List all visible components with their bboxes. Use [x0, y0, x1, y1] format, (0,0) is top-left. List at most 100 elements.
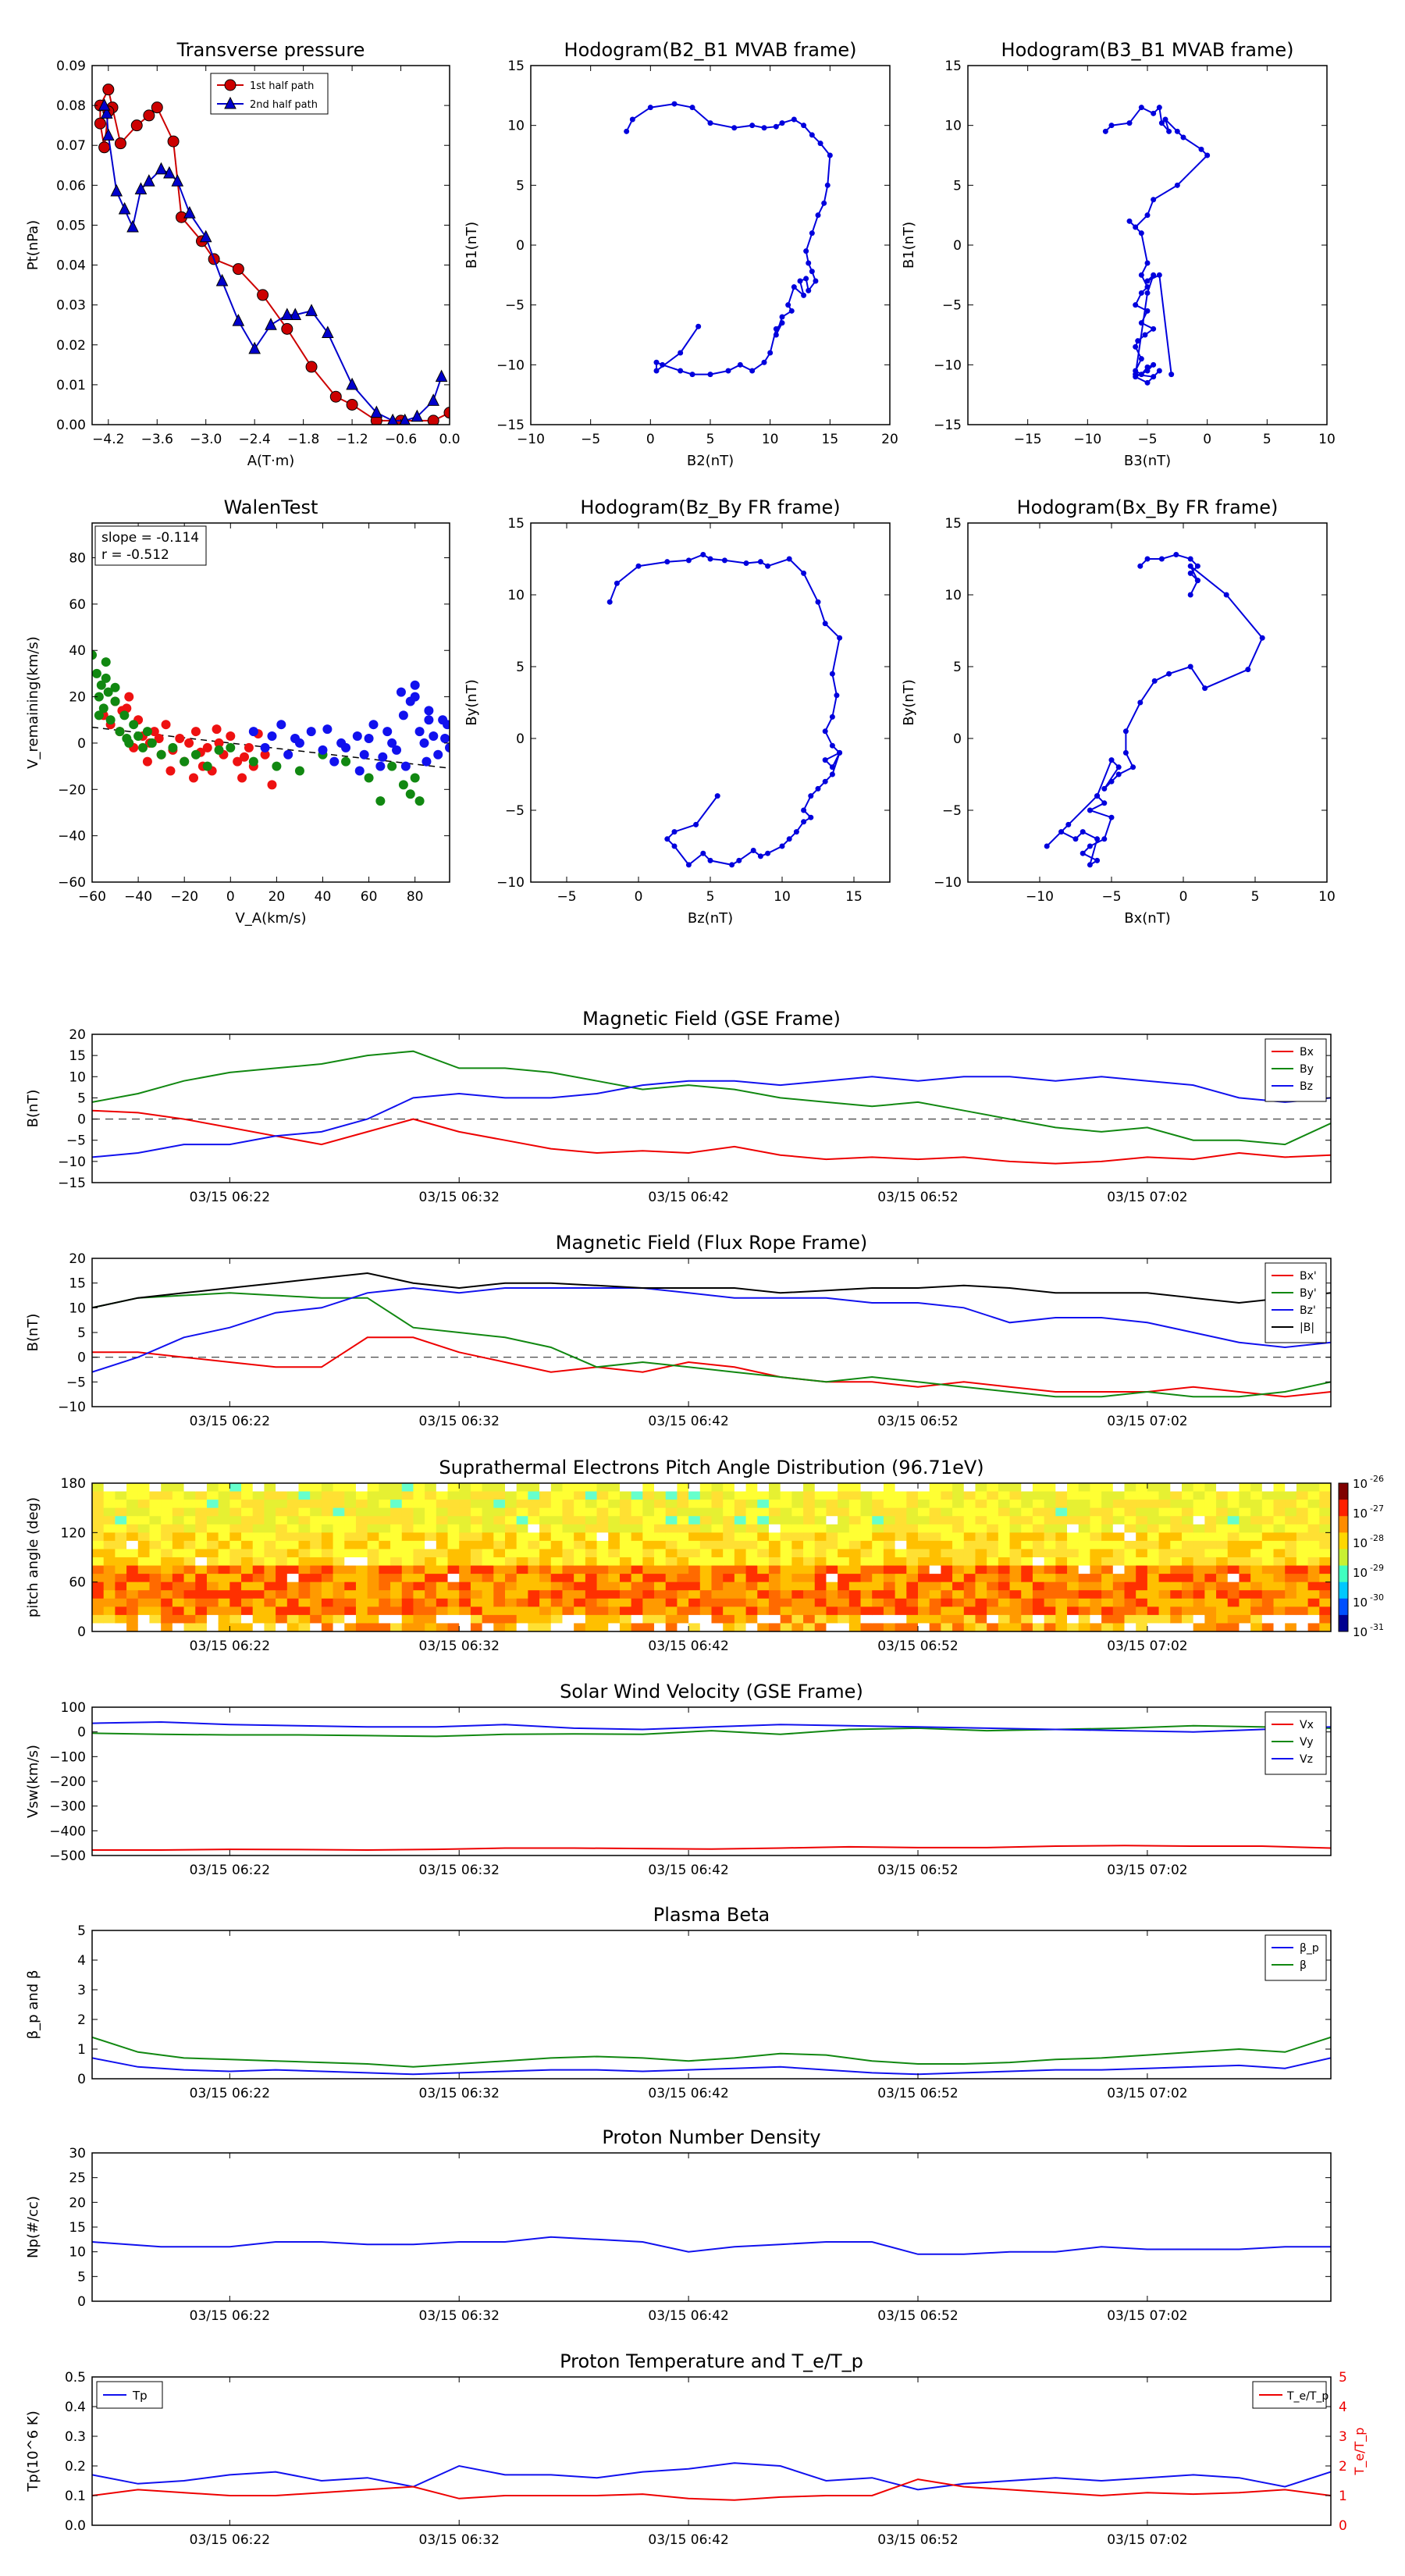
- heatmap-cell: [1009, 1574, 1022, 1583]
- heatmap-cell: [344, 1574, 357, 1583]
- data-point: [736, 857, 742, 863]
- chart-tp2: Proton Temperature and T_e/T_p0.00.10.20…: [25, 2350, 1368, 2548]
- heatmap-cell: [92, 1483, 105, 1493]
- heatmap-cell: [1307, 1483, 1320, 1493]
- heatmap-cell: [413, 1598, 425, 1607]
- heatmap-cell: [195, 1557, 208, 1567]
- data-point: [1194, 578, 1200, 584]
- heatmap-cell: [596, 1590, 609, 1599]
- heatmap-cell: [183, 1574, 196, 1583]
- heatmap-cell: [218, 1623, 230, 1631]
- heatmap-cell: [734, 1574, 747, 1583]
- heatmap-cell: [987, 1557, 999, 1567]
- heatmap-cell: [276, 1565, 288, 1574]
- heatmap-cell: [1181, 1532, 1194, 1542]
- heatmap-cell: [379, 1524, 391, 1533]
- series-line-By': [92, 1292, 1331, 1398]
- time-tick-label: 03/15 06:52: [877, 2308, 958, 2324]
- heatmap-cell: [906, 1507, 919, 1517]
- heatmap-cell: [172, 1590, 185, 1599]
- heatmap-cell: [619, 1532, 632, 1542]
- heatmap-cell: [1158, 1540, 1171, 1550]
- heatmap-cell: [780, 1524, 792, 1533]
- heatmap-cell: [505, 1549, 518, 1558]
- heatmap-cell: [149, 1507, 162, 1517]
- heatmap-cell: [344, 1557, 357, 1567]
- scatter-point-green: [387, 761, 397, 771]
- scatter-point-blue: [433, 749, 443, 760]
- data-point: [700, 850, 706, 856]
- heatmap-cell: [654, 1565, 667, 1574]
- legend-label: By': [1300, 1287, 1317, 1300]
- heatmap-cell: [872, 1623, 884, 1631]
- heatmap-cell: [1136, 1565, 1148, 1574]
- heatmap-cell: [711, 1491, 724, 1500]
- y-tick-label: 5: [77, 1325, 86, 1341]
- heatmap-cell: [826, 1540, 838, 1550]
- heatmap-cell: [1193, 1500, 1205, 1509]
- heatmap-cell: [929, 1500, 941, 1509]
- x-tick-label: 0.0: [439, 432, 460, 447]
- heatmap-cell: [413, 1532, 425, 1542]
- heatmap-cell: [286, 1606, 299, 1616]
- heatmap-cell: [1227, 1557, 1240, 1567]
- heatmap-cell: [1216, 1590, 1229, 1599]
- heatmap-cell: [711, 1614, 724, 1624]
- x-tick-label: −5: [1101, 889, 1121, 905]
- data-point: [822, 621, 828, 627]
- heatmap-cell: [906, 1623, 919, 1631]
- heatmap-cell: [1250, 1623, 1263, 1631]
- heatmap-cell: [413, 1483, 425, 1493]
- heatmap-cell: [1055, 1582, 1068, 1591]
- heatmap-cell: [218, 1590, 230, 1599]
- heatmap-cell: [608, 1500, 621, 1509]
- heatmap-cell: [1055, 1540, 1068, 1550]
- time-tick-label: 03/15 06:32: [419, 1414, 500, 1429]
- x-tick-label: 0: [226, 889, 235, 905]
- scatter-point-blue: [318, 745, 328, 755]
- y-tick-label: 0.05: [56, 218, 86, 233]
- heatmap-cell: [883, 1500, 896, 1509]
- heatmap-cell: [92, 1516, 105, 1525]
- heatmap-cell: [975, 1500, 987, 1509]
- heatmap-cell: [1067, 1483, 1080, 1493]
- heatmap-cell: [1285, 1532, 1297, 1542]
- heatmap-cell: [390, 1606, 403, 1616]
- scatter-point-green: [341, 756, 351, 767]
- heatmap-cell: [413, 1540, 425, 1550]
- y-tick-label: 20: [69, 690, 86, 706]
- heatmap-cell: [677, 1574, 689, 1583]
- heatmap-cell: [688, 1582, 701, 1591]
- heatmap-cell: [355, 1524, 368, 1533]
- heatmap-cell: [355, 1574, 368, 1583]
- y-tick-label: 5: [516, 178, 525, 194]
- heatmap-cell: [975, 1590, 987, 1599]
- heatmap-cell: [172, 1549, 185, 1558]
- data-point: [118, 201, 131, 215]
- heatmap-cell: [814, 1574, 827, 1583]
- x-tick-label: −3.0: [190, 432, 222, 447]
- heatmap-cell: [333, 1540, 345, 1550]
- heatmap-cell: [103, 1574, 116, 1583]
- heatmap-cell: [895, 1549, 907, 1558]
- heatmap-cell: [677, 1557, 689, 1567]
- heatmap-cell: [241, 1623, 254, 1631]
- heatmap-cell: [355, 1483, 368, 1493]
- heatmap-cell: [321, 1614, 334, 1624]
- heatmap-cell: [1009, 1483, 1022, 1493]
- heatmap-cell: [92, 1540, 105, 1550]
- heatmap-cell: [286, 1483, 299, 1493]
- heatmap-cell: [1044, 1549, 1056, 1558]
- data-point: [102, 128, 115, 141]
- heatmap-cell: [1239, 1500, 1251, 1509]
- scatter-point-green: [92, 650, 97, 660]
- heatmap-cell: [1112, 1491, 1125, 1500]
- heatmap-cell: [459, 1606, 471, 1616]
- data-point: [1259, 635, 1265, 641]
- heatmap-cell: [975, 1507, 987, 1517]
- time-tick-label: 03/15 06:42: [648, 2086, 728, 2101]
- heatmap-cell: [711, 1574, 724, 1583]
- heatmap-cell: [401, 1606, 414, 1616]
- heatmap-cell: [631, 1524, 643, 1533]
- heatmap-cell: [321, 1598, 334, 1607]
